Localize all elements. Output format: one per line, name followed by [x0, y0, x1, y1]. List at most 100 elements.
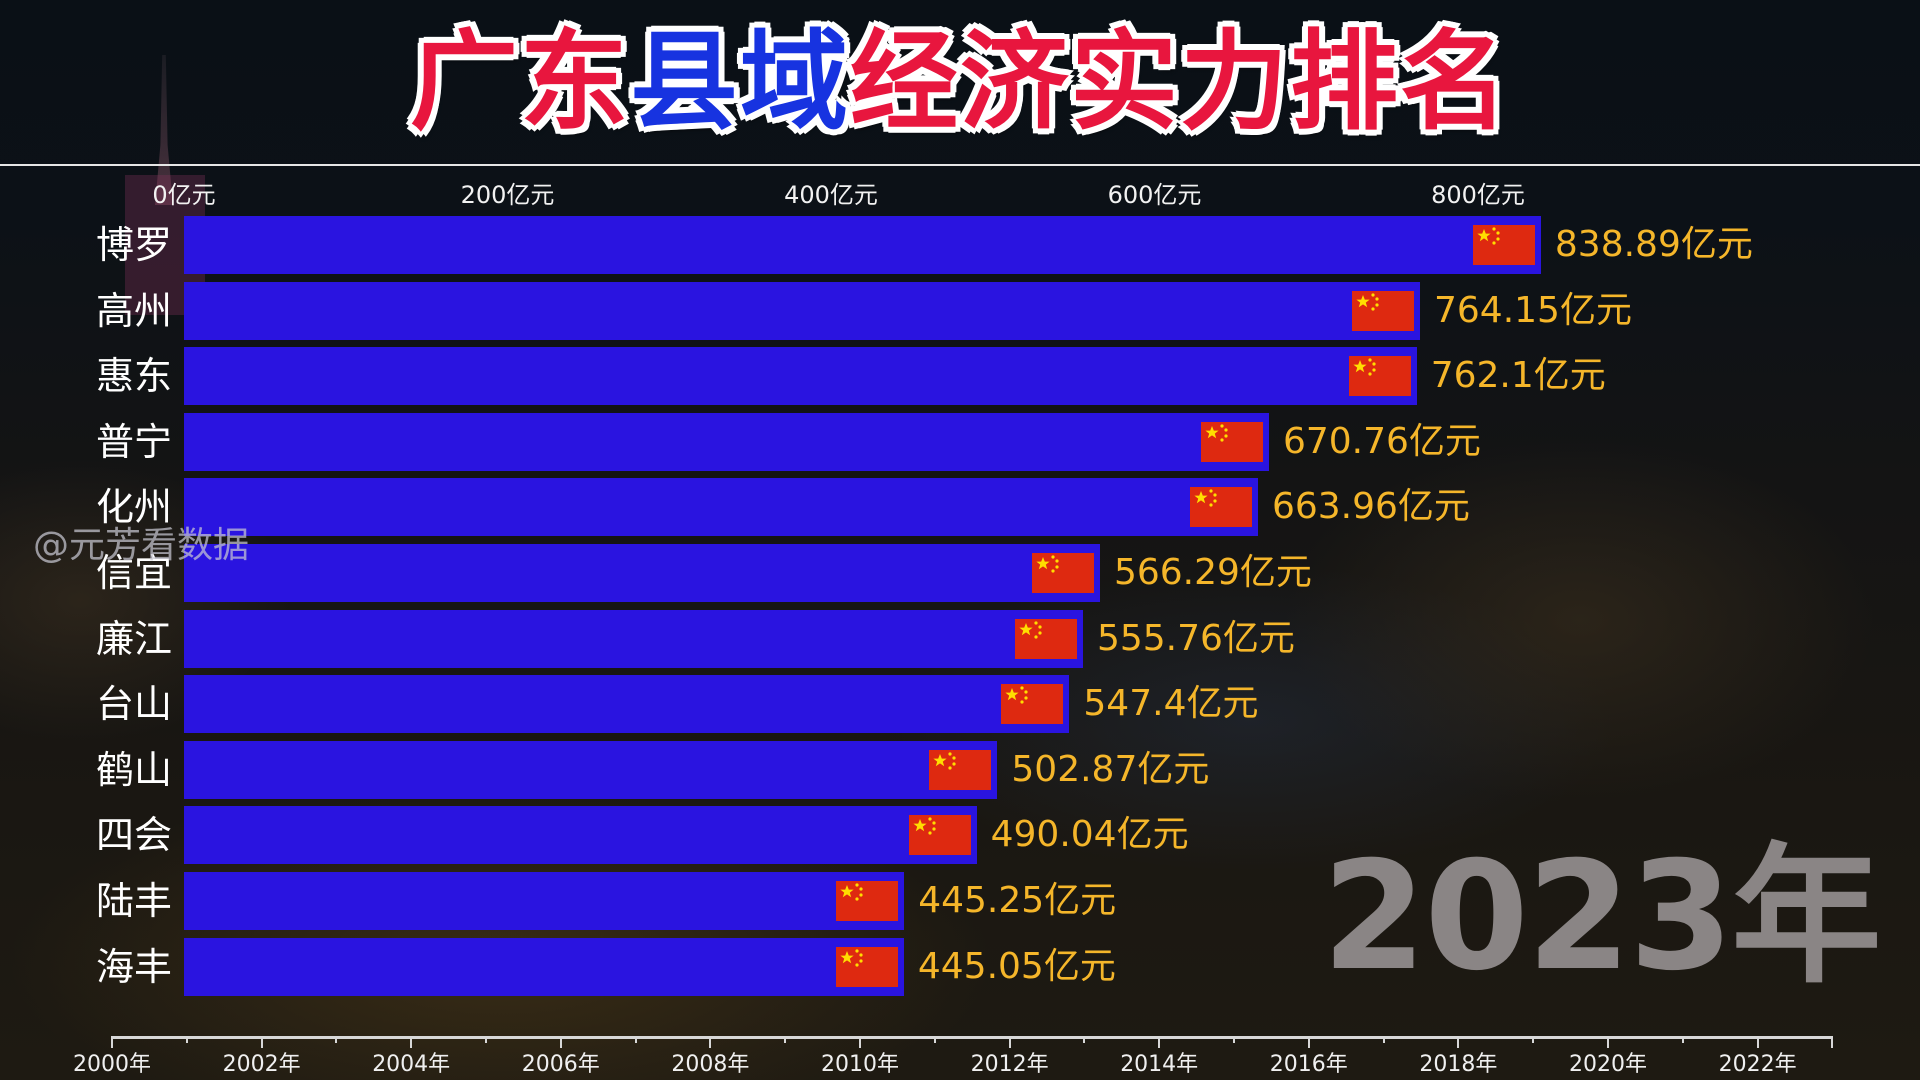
timeline-year-label[interactable]: 2006年 [521, 1052, 600, 1077]
county-name-label: 惠东 [96, 354, 173, 399]
value-label: 445.05亿元 [917, 945, 1116, 987]
county-name-label: 廉江 [96, 616, 173, 661]
timeline-year-label[interactable]: 2016年 [1269, 1052, 1348, 1077]
timeline-year-label[interactable]: 2012年 [970, 1052, 1049, 1077]
value-label: 566.29亿元 [1113, 552, 1312, 593]
x-axis-tick-label: 600亿元 [1107, 181, 1202, 209]
county-name-label: 高州 [96, 288, 173, 333]
county-name-label: 普宁 [96, 419, 173, 464]
bar-row: 博罗 838.89亿元 [0, 216, 1920, 274]
county-name-label: 博罗 [96, 223, 173, 267]
current-year-label: 2023年 [1322, 830, 1881, 1004]
county-name-label: 信宜 [96, 551, 173, 595]
bar-row: 四会 490.04亿元 [0, 806, 1920, 865]
timeline-year-label[interactable]: 2004年 [372, 1052, 451, 1077]
china-flag-icon [929, 749, 992, 790]
timeline-tick [485, 1036, 487, 1043]
bar-row: 海丰 445.05亿元 [0, 937, 1920, 996]
timeline-year-label[interactable]: 2002年 [222, 1052, 301, 1077]
timeline-tick [111, 1036, 113, 1048]
timeline-tick [634, 1036, 637, 1043]
timeline-year-label[interactable]: 2022年 [1718, 1052, 1797, 1077]
bar-row: 高州 764.15亿元 [0, 281, 1920, 340]
value-label: 502.87亿元 [1011, 748, 1210, 790]
china-flag-icon [1348, 356, 1411, 397]
timeline-year-label[interactable]: 2008年 [671, 1052, 750, 1077]
china-flag-icon [1200, 421, 1263, 462]
timeline-tick [709, 1036, 712, 1048]
x-axis-tick-label: 0亿元 [152, 181, 216, 209]
value-bar [184, 216, 1541, 274]
china-flag-icon [1031, 553, 1094, 593]
value-label: 762.1亿元 [1430, 355, 1606, 397]
title-part-ranking: 经济实力排名 [850, 20, 1511, 145]
value-bar [184, 675, 1070, 734]
timeline-year-label[interactable]: 2020年 [1569, 1052, 1647, 1077]
china-flag-icon [1014, 618, 1077, 659]
watermark: @元芳看数据 [33, 525, 250, 566]
timeline-tick [1083, 1036, 1086, 1043]
value-bar [184, 544, 1100, 602]
x-axis-tick-label: 400亿元 [784, 181, 878, 209]
value-bar [184, 412, 1269, 471]
bar-row: 鹤山 502.87亿元 [0, 740, 1920, 799]
timeline-tick [1831, 1036, 1834, 1048]
county-name-label: 台山 [96, 682, 173, 727]
value-bar [184, 937, 904, 996]
timeline-tick [185, 1036, 188, 1043]
timeline-tick [1756, 1036, 1759, 1048]
timeline-tick [1681, 1036, 1684, 1043]
china-flag-icon [835, 946, 898, 987]
page-title: 广东县域经济实力排名 [0, 18, 1920, 148]
value-bar [184, 806, 977, 865]
value-bar [184, 740, 998, 799]
value-label: 547.4亿元 [1083, 683, 1259, 725]
value-label: 764.15亿元 [1434, 289, 1632, 331]
value-bar [184, 347, 1417, 406]
value-bar [184, 478, 1258, 537]
value-label: 670.76亿元 [1282, 420, 1481, 462]
value-bar [184, 609, 1083, 668]
timeline-tick [933, 1036, 936, 1043]
timeline-tick [1008, 1036, 1011, 1048]
timeline-tick [1158, 1036, 1161, 1048]
timeline-year-label[interactable]: 2018年 [1419, 1052, 1498, 1077]
timeline-tick [410, 1036, 413, 1048]
value-label: 555.76亿元 [1096, 617, 1295, 659]
x-axis-tick-label: 800亿元 [1431, 181, 1525, 209]
timeline-tick [859, 1036, 861, 1048]
timeline-tick [1457, 1036, 1460, 1048]
timeline-tick [335, 1036, 338, 1043]
china-flag-icon [1189, 487, 1252, 528]
timeline-tick [260, 1036, 263, 1048]
value-label: 838.89亿元 [1554, 224, 1753, 265]
bar-row: 台山 547.4亿元 [0, 675, 1920, 734]
value-bar [184, 281, 1420, 340]
county-name-label: 鹤山 [96, 747, 173, 792]
title-part-county: 县域 [629, 20, 850, 145]
title-divider [0, 164, 1920, 166]
timeline-track[interactable] [112, 1036, 1833, 1039]
x-axis-tick-label: 200亿元 [460, 181, 555, 209]
timeline-tick [784, 1036, 787, 1043]
bar-row: 陆丰 445.25亿元 [0, 872, 1920, 930]
timeline-tick [1607, 1036, 1609, 1048]
county-name-label: 陆丰 [96, 879, 173, 923]
timeline-tick [1233, 1036, 1235, 1043]
china-flag-icon [1001, 684, 1064, 725]
china-flag-icon [908, 815, 971, 856]
timeline-year-label[interactable]: 2014年 [1120, 1052, 1199, 1077]
bar-row: 廉江 555.76亿元 [0, 609, 1920, 668]
bar-row: 信宜 566.29亿元 [0, 544, 1920, 602]
china-flag-icon [836, 881, 899, 921]
china-flag-icon [1352, 290, 1414, 331]
title-part-guangdong: 广东 [409, 20, 630, 145]
timeline-year-label[interactable]: 2000年 [73, 1052, 151, 1077]
timeline-tick [1532, 1036, 1535, 1043]
bar-row: 普宁 670.76亿元 [0, 412, 1920, 471]
value-label: 490.04亿元 [990, 814, 1189, 856]
timeline-tick [1382, 1036, 1385, 1043]
timeline-tick [1307, 1036, 1310, 1048]
timeline-year-label[interactable]: 2010年 [821, 1052, 899, 1077]
county-name-label: 海丰 [96, 944, 173, 989]
